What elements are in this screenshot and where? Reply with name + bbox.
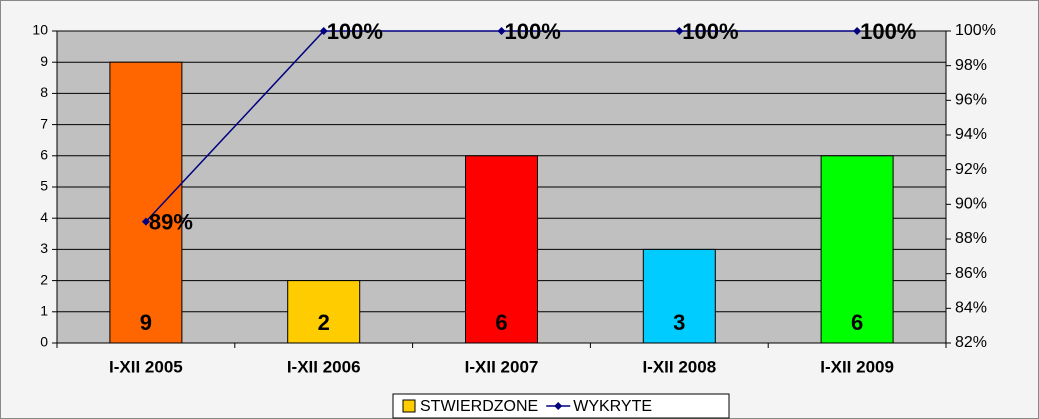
bar [820,155,894,344]
y2-tick-label: 100% [955,22,996,39]
x-tick-label: I-XII 2005 [109,357,183,376]
y-tick-label: 5 [40,178,48,194]
bar-label: 2 [318,310,330,335]
line-marker [675,27,684,35]
legend-marker [554,402,563,410]
bar-label: 6 [495,310,507,335]
y-tick-label: 2 [40,271,48,287]
legend-label: WYKRYTE [573,398,652,415]
x-tick-label: I-XII 2006 [287,357,361,376]
line-marker [497,27,506,35]
y2-tick-label: 98% [955,57,987,74]
y2-tick-label: 94% [955,126,987,143]
line-label: 100% [860,19,916,44]
y2-tick-label: 90% [955,196,987,213]
x-tick-label: I-XII 2007 [465,357,539,376]
x-tick-label: I-XII 2008 [642,357,716,376]
y-tick-label: 3 [40,240,48,256]
y2-tick-label: 92% [955,161,987,178]
legend-swatch [402,399,416,413]
line-label: 100% [505,19,561,44]
y2-tick-label: 88% [955,230,987,247]
bar [642,248,716,344]
y-tick-label: 1 [40,303,48,319]
line-label: 89% [149,209,193,234]
bar-label: 9 [140,310,152,335]
bar [287,280,361,344]
y-tick-label: 4 [40,209,48,225]
y-tick-label: 9 [40,53,48,69]
bar-label: 3 [673,310,685,335]
y-tick-label: 10 [32,22,48,38]
bar-label: 6 [851,310,863,335]
y2-tick-label: 96% [955,92,987,109]
y2-tick-label: 86% [955,265,987,282]
line-marker [853,27,862,35]
y-tick-label: 6 [40,147,48,163]
bar [465,155,538,344]
y2-tick-label: 84% [955,300,987,317]
y2-tick-label: 82% [955,334,987,351]
line-marker [141,217,150,226]
line-marker [319,27,328,35]
y-tick-label: 7 [40,115,48,131]
line-label: 100% [327,19,383,44]
line-label: 100% [682,19,738,44]
legend-label: STWIERDZONE [420,398,538,415]
x-tick-label: I-XII 2009 [820,357,894,376]
bar [109,61,183,344]
y-tick-label: 0 [40,334,48,350]
y-tick-label: 8 [40,84,48,100]
